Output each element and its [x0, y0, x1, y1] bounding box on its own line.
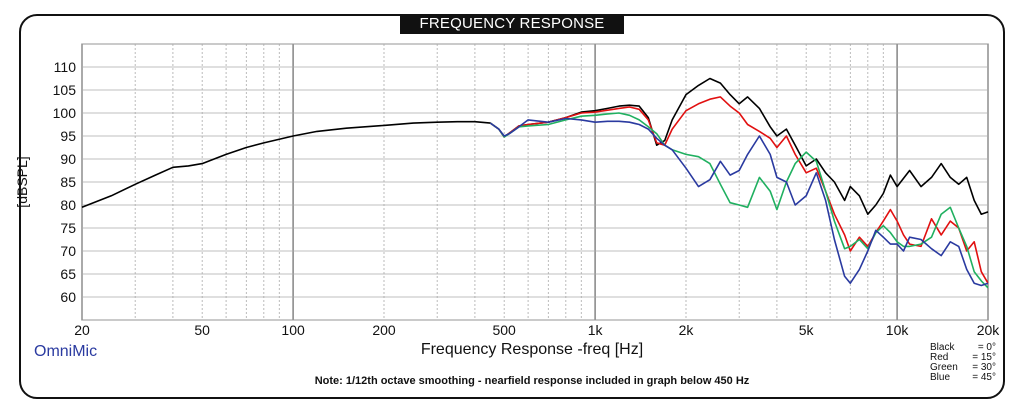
y-tick-label: 80	[60, 197, 76, 213]
legend-name: Blue	[930, 372, 951, 383]
x-tick-label: 20	[74, 322, 90, 338]
x-axis-label: Frequency Response -freq [Hz]	[420, 341, 644, 358]
y-tick-label: 95	[60, 128, 76, 144]
x-tick-label: 5k	[799, 322, 815, 338]
brand-label: OmniMic	[34, 343, 98, 360]
smoothing-note: Note: 1/12th octave smoothing - nearfiel…	[314, 375, 750, 387]
legend-name: Red	[930, 352, 949, 363]
y-tick-label: 70	[60, 243, 76, 259]
y-tick-label: 100	[53, 105, 77, 121]
x-tick-label: 500	[492, 322, 516, 338]
x-tick-label: 1k	[588, 322, 604, 338]
x-tick-label: 50	[194, 322, 210, 338]
series-line-green	[489, 112, 989, 289]
x-tick-label: 200	[372, 322, 396, 338]
y-tick-label: 75	[60, 220, 76, 236]
y-tick-label: 60	[60, 289, 76, 305]
legend-item-red: Red = 15°	[930, 353, 996, 363]
y-tick-label: 110	[54, 59, 77, 75]
x-tick-label: 10k	[886, 322, 910, 338]
x-tick-label: 100	[281, 322, 305, 338]
legend: Black = 0° Red = 15° Green = 30° Blue = …	[930, 343, 996, 383]
y-tick-label: 85	[60, 174, 76, 190]
legend-item-green: Green = 30°	[930, 363, 996, 373]
legend-angle: = 0°	[977, 342, 996, 353]
legend-item-black: Black = 0°	[930, 343, 996, 353]
x-tick-label: 20k	[977, 322, 1001, 338]
legend-name: Black	[930, 342, 955, 353]
series-line-blue	[489, 117, 989, 287]
chart-title: FREQUENCY RESPONSE	[400, 14, 624, 34]
legend-angle: = 45°	[972, 372, 996, 383]
legend-name: Green	[930, 362, 958, 373]
y-tick-label: 90	[60, 151, 76, 167]
y-tick-label: 105	[53, 82, 77, 98]
series-line-black	[81, 77, 989, 215]
legend-angle: = 30°	[972, 362, 996, 373]
y-axis-label: [dBSPL]	[14, 156, 30, 208]
x-tick-label: 2k	[679, 322, 695, 338]
legend-angle: = 15°	[972, 352, 996, 363]
y-tick-label: 65	[60, 266, 76, 282]
legend-item-blue: Blue = 45°	[930, 373, 996, 383]
